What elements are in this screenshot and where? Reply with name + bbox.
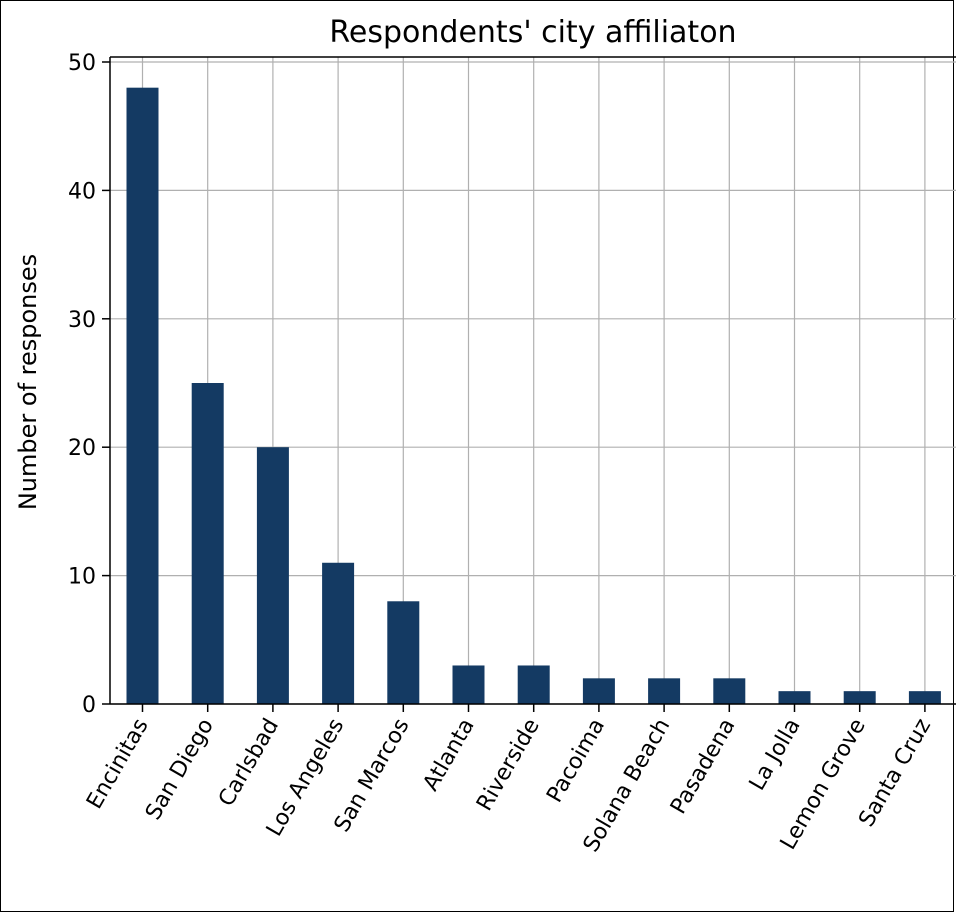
y-tick-label: 20 xyxy=(68,436,96,461)
x-tick-label: Atlanta xyxy=(419,715,480,796)
y-tick-label: 10 xyxy=(68,565,96,590)
bar xyxy=(517,665,550,704)
bar xyxy=(191,383,224,704)
x-tick-label: San Diego xyxy=(141,715,219,825)
bar xyxy=(908,691,941,704)
bar xyxy=(126,87,159,705)
y-tick-label: 30 xyxy=(68,308,96,333)
bar xyxy=(843,691,876,704)
bar xyxy=(256,447,289,704)
x-tick-label: Pasadena xyxy=(666,715,740,819)
bar xyxy=(713,678,746,704)
bar xyxy=(322,562,355,704)
x-tick-label: La Jolla xyxy=(745,715,806,795)
x-tick-label: Encinitas xyxy=(82,715,153,814)
axes xyxy=(109,56,956,705)
bar xyxy=(648,678,681,704)
bars xyxy=(126,87,941,705)
y-ticks: 0 10 20 30 40 50 xyxy=(68,51,110,718)
x-tick-label: Carlsbad xyxy=(214,715,284,811)
bar xyxy=(778,691,811,704)
bar xyxy=(452,665,485,704)
y-axis-label: Number of responses xyxy=(14,254,42,510)
y-tick-label: 50 xyxy=(68,51,96,76)
chart-title: Respondents' city affiliaton xyxy=(329,15,736,50)
bar xyxy=(387,601,420,704)
gridlines xyxy=(110,57,956,705)
x-tick-label: Pacoima xyxy=(542,715,610,807)
x-tick-label: Riverside xyxy=(472,715,545,816)
y-tick-label: 40 xyxy=(68,179,96,204)
y-tick-label: 0 xyxy=(82,693,96,718)
bar xyxy=(582,678,615,704)
